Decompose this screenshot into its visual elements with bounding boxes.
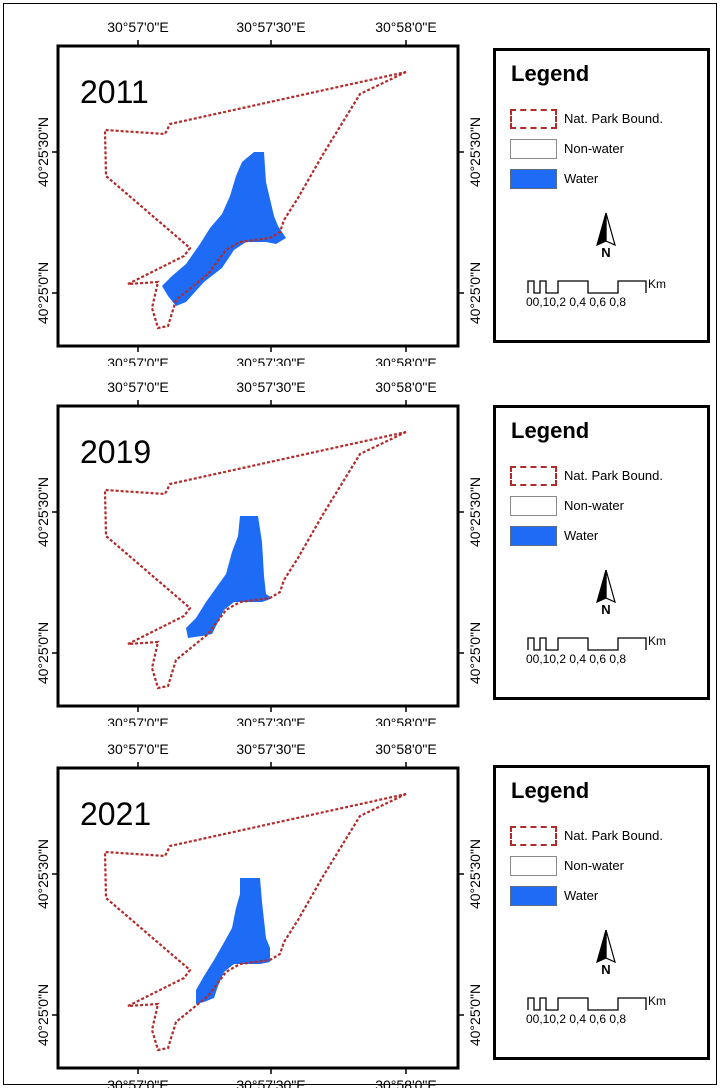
lat-label-left: 40°25'30"N [35, 117, 51, 187]
boundary-swatch [510, 109, 557, 129]
svg-text:N: N [601, 962, 610, 976]
map-svg: 2019 30°57'0"E 30°57'30"E 30°58'0"E 30°5… [35, 379, 483, 726]
lat-label-left: 40°25'0"N [35, 622, 51, 684]
boundary-swatch [510, 466, 557, 486]
lon-label-top: 30°57'0"E [107, 741, 169, 757]
figure-frame [3, 3, 717, 1085]
lat-label-left: 40°25'30"N [35, 839, 51, 909]
north-arrow-icon: N [596, 929, 616, 976]
lat-label-right: 40°25'30"N [467, 477, 483, 547]
map-frame [56, 44, 460, 348]
water-swatch [510, 526, 557, 546]
lon-label-top: 30°58'0"E [375, 379, 437, 395]
water-area [196, 878, 270, 1004]
year-label: 2019 [80, 434, 151, 470]
scale-bar-graphic [527, 280, 647, 294]
legend-label: Nat. Park Bound. [564, 828, 663, 843]
scale-unit: Km [648, 994, 666, 1008]
scale-bar: Km 00,10,2 0,4 0,6 0,8 [526, 634, 696, 674]
legend-title: Legend [511, 418, 590, 443]
lon-label-bottom: 30°57'0"E [107, 1077, 169, 1088]
svg-text:N: N [601, 245, 610, 259]
map-svg: 2011 30°57'0"E 30°57'30"E 30°58'0"E 30°5… [35, 19, 483, 366]
lat-label-left: 40°25'0"N [35, 262, 51, 324]
nonwater-swatch [510, 139, 557, 159]
lon-label-bottom: 30°58'0"E [375, 1077, 437, 1088]
lat-label-left: 40°25'30"N [35, 477, 51, 547]
year-label: 2011 [80, 74, 149, 110]
lon-label-bottom: 30°58'0"E [375, 355, 437, 366]
nonwater-swatch [510, 496, 557, 516]
lon-label-top: 30°57'30"E [236, 19, 305, 35]
lon-label-bottom: 30°57'30"E [236, 1077, 305, 1088]
lat-label-right: 40°25'30"N [467, 839, 483, 909]
legend-label: Nat. Park Bound. [564, 468, 663, 483]
lon-label-bottom: 30°57'30"E [236, 715, 305, 726]
north-arrow-icon: N [596, 212, 616, 259]
scale-bar-graphic [527, 997, 647, 1011]
scale-ticks: 00,10,2 0,4 0,6 0,8 [526, 295, 627, 309]
lat-label-left: 40°25'0"N [35, 984, 51, 1046]
lat-label-right: 40°25'0"N [467, 622, 483, 684]
lon-label-top: 30°57'0"E [107, 379, 169, 395]
scale-ticks: 00,10,2 0,4 0,6 0,8 [526, 1012, 627, 1026]
lon-label-top: 30°57'0"E [107, 19, 169, 35]
legend-label: Water [564, 528, 599, 543]
scale-ticks: 00,10,2 0,4 0,6 0,8 [526, 652, 627, 666]
legend-title: Legend [511, 778, 590, 803]
legend-box: Legend Nat. Park Bound. Non-water Water … [493, 765, 710, 1060]
water-area [162, 152, 286, 306]
legend-label: Water [564, 171, 599, 186]
park-boundary [103, 70, 407, 330]
lon-label-top: 30°58'0"E [375, 741, 437, 757]
legend-box: Legend Nat. Park Bound. Non-water Water … [493, 405, 710, 700]
lon-label-bottom: 30°57'0"E [107, 355, 169, 366]
park-boundary [103, 430, 407, 690]
nonwater-swatch [510, 856, 557, 876]
lon-label-bottom: 30°57'30"E [236, 355, 305, 366]
boundary-swatch [510, 826, 557, 846]
legend-box: Legend Nat. Park Bound. Non-water Water … [493, 48, 710, 343]
lat-label-right: 40°25'0"N [467, 984, 483, 1046]
scale-unit: Km [648, 277, 666, 291]
lon-label-bottom: 30°58'0"E [375, 715, 437, 726]
year-label: 2021 [80, 796, 151, 832]
water-swatch [510, 169, 557, 189]
scale-bar: Km 00,10,2 0,4 0,6 0,8 [526, 277, 696, 317]
map-svg: 2021 30°57'0"E 30°57'30"E 30°58'0"E 30°5… [35, 741, 483, 1088]
lat-label-right: 40°25'0"N [467, 262, 483, 324]
lat-label-right: 40°25'30"N [467, 117, 483, 187]
legend-label: Water [564, 888, 599, 903]
water-swatch [510, 886, 557, 906]
park-boundary [103, 792, 407, 1052]
scale-bar-graphic [527, 637, 647, 651]
scale-unit: Km [648, 634, 666, 648]
svg-text:N: N [601, 602, 610, 616]
legend-title: Legend [511, 61, 590, 86]
water-area [186, 516, 272, 638]
legend-label: Non-water [564, 498, 624, 513]
legend-label: Non-water [564, 858, 624, 873]
legend-label: Nat. Park Bound. [564, 111, 663, 126]
lon-label-top: 30°57'30"E [236, 379, 305, 395]
lon-label-top: 30°57'30"E [236, 741, 305, 757]
north-arrow-icon: N [596, 569, 616, 616]
lon-label-bottom: 30°57'0"E [107, 715, 169, 726]
lon-label-top: 30°58'0"E [375, 19, 437, 35]
scale-bar: Km 00,10,2 0,4 0,6 0,8 [526, 994, 696, 1034]
legend-label: Non-water [564, 141, 624, 156]
